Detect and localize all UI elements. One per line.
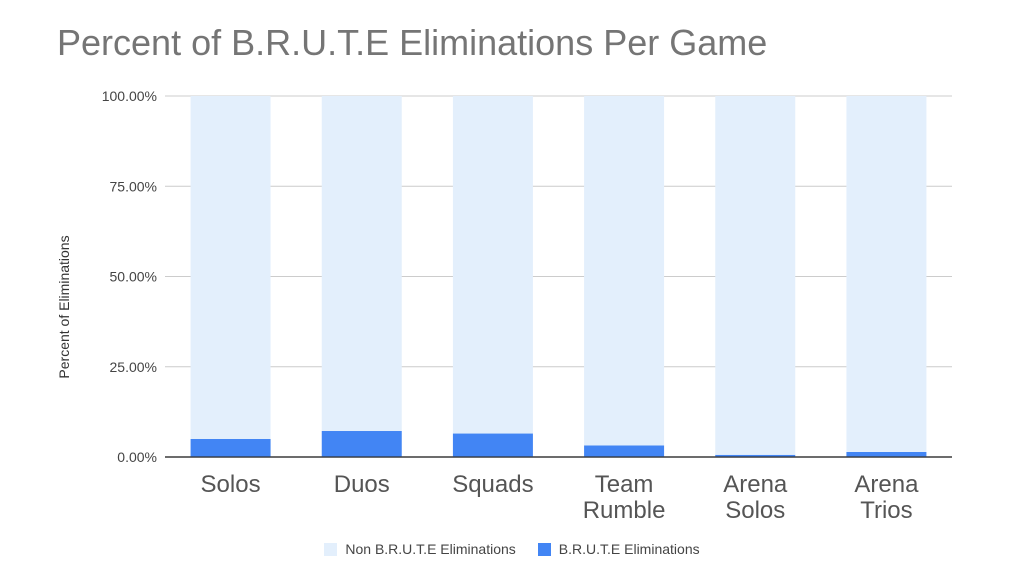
- x-tick-label: Duos: [334, 471, 390, 498]
- bar-non-brute[interactable]: [715, 96, 796, 455]
- y-tick-label: 25.00%: [110, 359, 157, 375]
- bar-brute[interactable]: [190, 438, 271, 457]
- legend-swatch-non-brute: [324, 542, 338, 556]
- y-tick-label: 50.00%: [110, 269, 157, 285]
- bar-non-brute[interactable]: [846, 96, 927, 452]
- legend-label-non-brute: Non B.R.U.T.E Eliminations: [345, 541, 516, 557]
- legend: Non B.R.U.T.E Eliminations B.R.U.T.E Eli…: [0, 541, 1024, 557]
- bar-brute[interactable]: [321, 431, 402, 457]
- x-tick-label: Squads: [452, 471, 533, 498]
- bar-non-brute[interactable]: [190, 96, 271, 439]
- x-tick-label: Arena: [854, 471, 919, 498]
- y-tick-label: 0.00%: [117, 449, 157, 465]
- bar-brute[interactable]: [452, 433, 533, 457]
- chart-title: Percent of B.R.U.T.E Eliminations Per Ga…: [57, 22, 768, 63]
- legend-swatch-brute: [537, 542, 551, 556]
- x-tick-label: Rumble: [583, 497, 666, 524]
- bar-brute[interactable]: [715, 454, 796, 457]
- bar-brute[interactable]: [846, 451, 927, 457]
- x-tick-label: Arena: [723, 471, 788, 498]
- legend-item-non-brute[interactable]: Non B.R.U.T.E Eliminations: [324, 541, 516, 557]
- y-tick-label: 100.00%: [102, 88, 157, 104]
- x-tick-label: Solos: [201, 471, 261, 498]
- x-tick-label: Trios: [860, 497, 912, 524]
- bar-non-brute[interactable]: [321, 96, 402, 432]
- bar-non-brute[interactable]: [584, 96, 665, 446]
- bar-brute[interactable]: [584, 445, 665, 457]
- x-tick-label: Solos: [725, 497, 785, 524]
- x-tick-label: Team: [595, 471, 654, 498]
- legend-label-brute: B.R.U.T.E Eliminations: [558, 541, 700, 557]
- bar-non-brute[interactable]: [452, 96, 533, 434]
- legend-item-brute[interactable]: B.R.U.T.E Eliminations: [537, 541, 700, 557]
- y-tick-label: 75.00%: [110, 178, 157, 194]
